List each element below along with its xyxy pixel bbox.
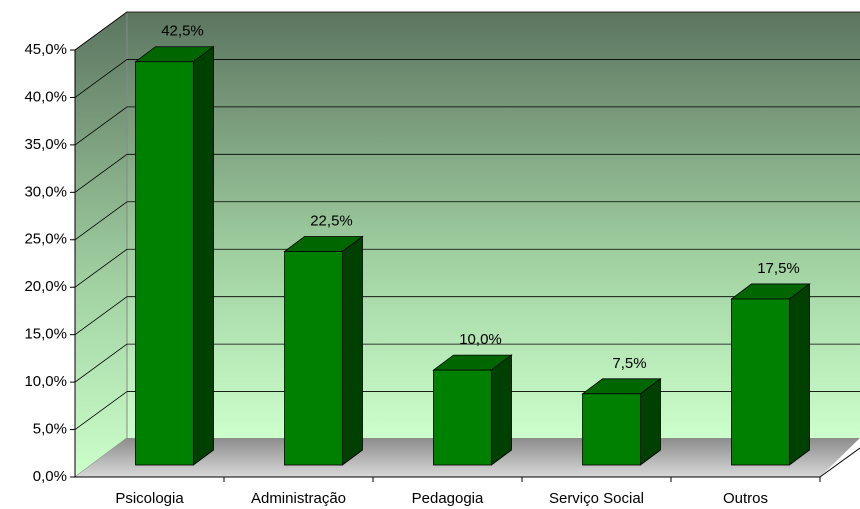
- y-tick-label: 15,0%: [24, 326, 67, 343]
- bar-side: [640, 378, 661, 466]
- y-tick-label: 10,0%: [24, 373, 67, 390]
- x-tick-label: Pedagogia: [412, 490, 484, 507]
- y-tick-label: 35,0%: [24, 136, 67, 153]
- value-label: 7,5%: [612, 355, 646, 372]
- bar: [433, 369, 492, 466]
- value-label: 10,0%: [459, 331, 502, 348]
- y-tick-label: 40,0%: [24, 88, 67, 105]
- grid-line: [74, 201, 128, 241]
- bar-side: [491, 354, 512, 466]
- grid-line: [74, 296, 128, 335]
- side-wall: [74, 11, 128, 478]
- grid-line: [74, 343, 128, 383]
- grid-line: [74, 59, 128, 98]
- x-tick-label: Administração: [251, 490, 346, 507]
- x-tick-label: Psicologia: [115, 490, 184, 507]
- bar: [582, 393, 641, 466]
- y-tick-label: 0,0%: [33, 468, 67, 485]
- bar-side: [789, 283, 810, 466]
- bar-side: [193, 45, 214, 466]
- grid-line: [74, 248, 128, 288]
- bar-side: [342, 235, 363, 466]
- value-label: 17,5%: [757, 260, 800, 277]
- grid-line: [74, 154, 128, 193]
- bar: [731, 298, 790, 466]
- grid-line: [74, 391, 128, 430]
- grid-line: [74, 106, 128, 146]
- y-tick-label: 20,0%: [24, 278, 67, 295]
- x-tick-label: Outros: [723, 490, 768, 507]
- x-tick-label: Serviço Social: [549, 490, 644, 507]
- value-label: 42,5%: [161, 23, 204, 40]
- grid-line: [74, 11, 128, 51]
- y-tick-label: 45,0%: [24, 41, 67, 58]
- y-tick-label: 5,0%: [33, 421, 67, 438]
- bar: [135, 61, 194, 466]
- y-tick-label: 30,0%: [24, 183, 67, 200]
- value-label: 22,5%: [310, 212, 353, 229]
- y-tick-label: 25,0%: [24, 231, 67, 248]
- floor-edge: [819, 447, 860, 478]
- bar: [284, 251, 343, 466]
